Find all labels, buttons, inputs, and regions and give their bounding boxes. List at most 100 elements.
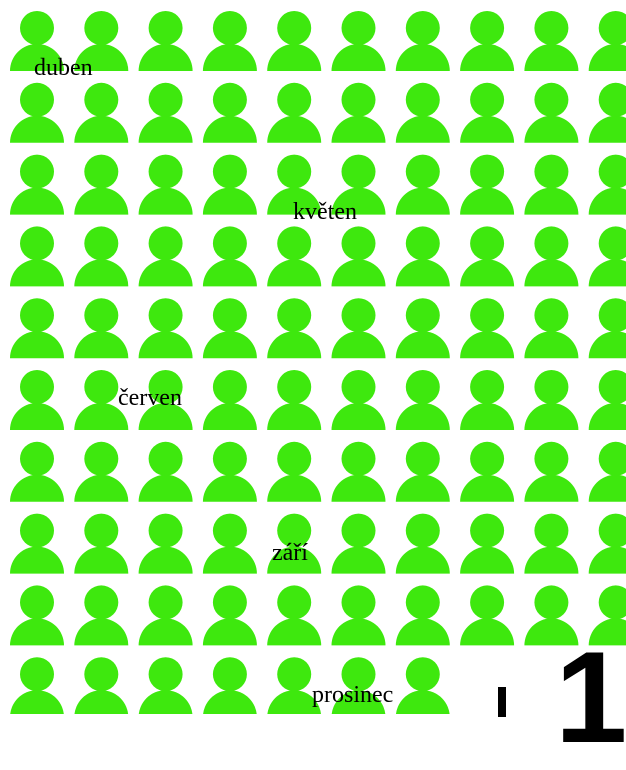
person-icon [395,226,450,287]
person-icon [10,154,64,215]
person-icon [138,657,193,714]
person-icon [524,11,579,71]
person-icon [267,370,322,430]
person-icon [202,585,257,646]
person-icon [74,226,129,287]
person-icon [588,154,626,215]
person-icon [524,513,579,574]
person-icon [138,585,193,646]
person-icon [74,82,129,143]
person-icon [203,657,257,714]
person-icon [331,657,386,714]
person-icon [138,441,193,502]
person-icon [10,513,64,574]
person-icon [460,298,515,359]
person-icon [138,513,193,574]
label-kveten: květen [293,199,357,225]
person-icon [267,82,322,143]
person-icon [395,370,450,430]
person-icon [588,585,626,646]
person-icon [10,585,64,646]
person-icon [331,82,386,143]
person-icon [460,11,515,71]
person-icon [267,11,322,71]
person-icon [74,154,129,215]
person-icon [460,154,515,215]
person-icon [395,441,450,502]
person-icon [460,226,515,287]
person-icon [331,226,386,287]
person-icon [267,441,322,502]
person-icon [202,441,257,502]
person-icon [138,11,193,71]
person-icon [267,585,322,646]
person-icon [460,82,515,143]
person-icon [331,370,386,430]
person-icon [331,585,386,646]
person-icon [10,657,64,714]
person-icon [74,585,129,646]
person-icon [588,11,626,71]
person-icon [202,370,257,430]
person-icon [588,441,626,502]
person-icon [138,298,193,359]
person-icon [588,82,626,143]
person-icon [524,585,579,646]
person-icon [395,82,450,143]
person-icon [202,298,257,359]
tick-mark [498,687,506,717]
person-icon [396,657,450,714]
person-icon [331,298,386,359]
person-icon [202,11,257,71]
person-icon [524,441,579,502]
person-icon [588,513,626,574]
person-icon [74,513,129,574]
person-icon [74,298,129,359]
person-icon [524,298,579,359]
person-icon [331,513,386,574]
person-icon [395,154,450,215]
person-icon [202,513,257,574]
person-icon [74,370,129,430]
person-icon [460,513,515,574]
person-icon [331,154,386,215]
person-icon [331,11,386,71]
person-icon [524,370,579,430]
person-icon [460,585,515,646]
person-icon [138,226,193,287]
person-icon [74,11,129,71]
person-icon [588,298,626,359]
person-icon [74,657,129,714]
person-icon [395,585,450,646]
person-icon [138,370,193,430]
person-icon [524,154,579,215]
person-icon [202,226,257,287]
person-icon [10,11,64,71]
person-icon [588,370,626,430]
person-icon [74,441,129,502]
person-icon [10,226,64,287]
person-icon [10,298,64,359]
person-icon [267,226,322,287]
person-icon [10,370,64,430]
person-icon [10,441,64,502]
person-icon-grid [10,11,626,714]
person-icon [460,441,515,502]
label-prosinec: prosinec [312,682,394,708]
person-icon [524,82,579,143]
person-icon [267,513,322,574]
person-icon [138,154,193,215]
person-icon [10,82,64,143]
person-icon [202,154,257,215]
person-icon [588,226,626,287]
label-cerven: červen [118,385,182,411]
person-icon [395,513,450,574]
person-icon [395,298,450,359]
person-icon [524,226,579,287]
label-duben: duben [34,55,93,81]
person-icon [267,154,322,215]
person-icon [460,370,515,430]
person-icon [331,441,386,502]
person-icon [395,11,450,71]
person-icon [138,82,193,143]
